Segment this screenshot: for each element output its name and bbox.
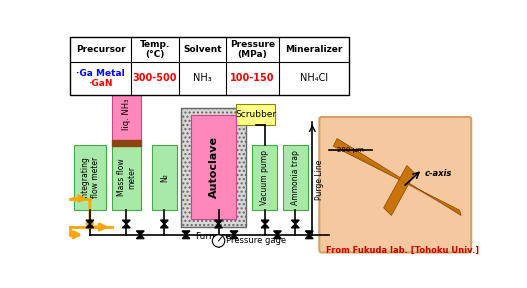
Text: 100-150: 100-150	[230, 73, 275, 84]
Text: Scrubber: Scrubber	[235, 110, 276, 119]
Bar	[70, 37, 349, 95]
Polygon shape	[160, 220, 168, 224]
Polygon shape	[291, 220, 299, 224]
Polygon shape	[214, 224, 222, 228]
Text: NH₃: NH₃	[193, 73, 212, 84]
Bar	[237, 104, 275, 125]
Polygon shape	[86, 220, 94, 224]
Text: N₂: N₂	[160, 173, 169, 182]
Bar	[74, 145, 106, 210]
Text: Mineralizer: Mineralizer	[285, 45, 343, 54]
Polygon shape	[86, 224, 94, 228]
Text: Temp.
(°C): Temp. (°C)	[140, 40, 170, 59]
Bar	[112, 145, 141, 210]
Text: liq. NH₃: liq. NH₃	[122, 99, 131, 130]
Bar	[181, 108, 247, 227]
Polygon shape	[261, 224, 269, 228]
Polygon shape	[230, 231, 238, 235]
Circle shape	[212, 235, 225, 247]
Text: Autoclave: Autoclave	[209, 137, 219, 198]
Polygon shape	[333, 139, 461, 215]
Text: 300-500: 300-500	[133, 73, 177, 84]
Polygon shape	[384, 166, 415, 215]
Text: Solvent: Solvent	[183, 45, 221, 54]
Text: ·Ga Metal: ·Ga Metal	[76, 69, 125, 78]
Text: Vacuum pump: Vacuum pump	[260, 150, 269, 205]
Text: Ammonia trap: Ammonia trap	[291, 150, 300, 205]
Bar	[283, 145, 308, 210]
Polygon shape	[261, 220, 269, 224]
Bar	[191, 115, 236, 219]
Polygon shape	[182, 235, 190, 239]
Polygon shape	[122, 220, 130, 224]
Text: Purge Line: Purge Line	[315, 159, 324, 200]
Polygon shape	[136, 235, 144, 239]
Polygon shape	[305, 231, 313, 235]
Text: Precursor: Precursor	[76, 45, 125, 54]
Polygon shape	[122, 224, 130, 228]
Text: NH₄Cl: NH₄Cl	[300, 73, 328, 84]
FancyBboxPatch shape	[319, 117, 471, 253]
Bar	[112, 140, 141, 146]
Polygon shape	[214, 220, 222, 224]
Polygon shape	[136, 231, 144, 235]
Text: 200 μm: 200 μm	[337, 147, 364, 153]
Text: Integrating
flow meter: Integrating flow meter	[80, 156, 100, 199]
Text: Pressure gage: Pressure gage	[226, 236, 287, 245]
Polygon shape	[291, 224, 299, 228]
Polygon shape	[305, 235, 313, 239]
Text: Furnace: Furnace	[196, 232, 231, 241]
Bar	[152, 145, 178, 210]
Text: Mass flow
meter: Mass flow meter	[116, 159, 136, 196]
Text: ·GaN: ·GaN	[88, 79, 113, 88]
Bar	[252, 145, 277, 210]
Text: Pressure
(MPa): Pressure (MPa)	[230, 40, 275, 59]
Polygon shape	[160, 224, 168, 228]
Polygon shape	[230, 235, 238, 239]
Polygon shape	[182, 231, 190, 235]
Polygon shape	[274, 235, 281, 239]
Text: From Fukuda lab. [Tohoku Univ.]: From Fukuda lab. [Tohoku Univ.]	[326, 246, 479, 255]
Text: c-axis: c-axis	[425, 169, 452, 178]
Bar	[112, 88, 141, 141]
Polygon shape	[274, 231, 281, 235]
